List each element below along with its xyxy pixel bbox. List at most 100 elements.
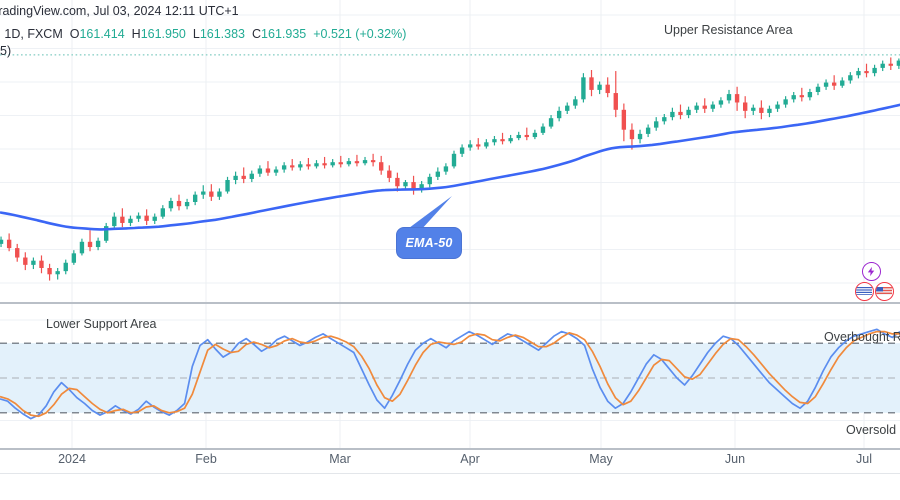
candle-body (39, 260, 44, 268)
candle-body (670, 111, 675, 118)
candle-body (192, 194, 198, 202)
candle-body (435, 171, 441, 177)
candle-body (403, 182, 408, 187)
x-axis-tick-label: Mar (329, 452, 351, 466)
candle-body (686, 109, 691, 116)
x-axis-tick-label: May (589, 452, 613, 466)
ema-50-callout[interactable]: EMA-50 (396, 227, 462, 259)
candle-body (459, 147, 465, 154)
candle-body (516, 134, 521, 139)
candle-body (63, 262, 68, 272)
candle-body (767, 108, 772, 113)
candle-body (225, 180, 230, 192)
candle-body (346, 161, 352, 165)
candle-body (540, 126, 546, 133)
candle-body (848, 75, 853, 81)
candle-body (831, 82, 837, 86)
pane-separator-oscillator (0, 448, 900, 450)
x-axis-tick-label: Jun (724, 452, 746, 466)
candle-body (548, 118, 554, 127)
candle-body (654, 121, 659, 128)
candle-body (217, 191, 222, 197)
candle-body (807, 92, 813, 98)
ema-50-callout-label: EMA-50 (405, 236, 453, 250)
candle-body (370, 160, 376, 163)
candle-body (427, 176, 432, 185)
candle-body (6, 239, 12, 249)
annotation-upper-resistance[interactable]: Upper Resistance Area (664, 23, 793, 37)
candle-body (338, 162, 343, 165)
candle-body (71, 253, 77, 263)
candle-body (395, 177, 400, 187)
economic-event-marker[interactable] (862, 262, 881, 281)
candle-body (387, 170, 392, 178)
candle-body (104, 226, 109, 241)
candle-body (775, 104, 780, 109)
candle-body (492, 139, 497, 143)
ema-50-line (0, 103, 900, 231)
candle-body (565, 105, 570, 111)
x-axis-tick-label: Feb (195, 452, 217, 466)
axis-bottom-divider (0, 473, 900, 474)
candle-body (815, 86, 821, 92)
candle-body (273, 169, 279, 173)
candle-body (176, 200, 182, 207)
annotation-oversold[interactable]: Oversold (846, 423, 897, 437)
candle-body (241, 175, 246, 179)
candle-body (726, 94, 732, 101)
candle-body (443, 166, 449, 172)
candle-body (702, 105, 707, 109)
stochastic-d-line (0, 330, 900, 418)
country-flag-icon (855, 282, 874, 301)
candle-body (411, 182, 416, 189)
candle-body (233, 175, 238, 180)
candle-body (87, 241, 93, 248)
candle-body (613, 93, 618, 110)
candle-body (451, 153, 457, 167)
candle-body (55, 271, 60, 275)
candle-body (306, 164, 311, 167)
candle-body (799, 95, 804, 98)
candle-body (556, 110, 562, 119)
candle-body (184, 202, 190, 207)
candle-body (290, 165, 295, 168)
candle-body (573, 99, 578, 106)
candle-body (0, 239, 4, 244)
candle-body (856, 71, 861, 76)
annotation-overbought[interactable]: Overbought R (824, 330, 900, 344)
candle-body (467, 144, 473, 148)
candle-body (136, 215, 141, 219)
candle-body (888, 63, 893, 66)
candle-body (823, 82, 829, 87)
candle-body (209, 191, 214, 197)
candle-body (168, 200, 174, 209)
economic-calendar-markers[interactable] (855, 282, 894, 301)
candle-body (629, 129, 635, 140)
candle-body (645, 127, 651, 134)
candle-body (718, 100, 724, 105)
candle-body (637, 133, 643, 140)
candle-body (694, 105, 699, 110)
candle-body (872, 67, 877, 74)
candle-body (95, 240, 101, 248)
candle-body (362, 160, 368, 164)
x-axis: 2024 Feb Mar Apr May Jun Jul (0, 452, 900, 472)
candle-body (500, 139, 505, 142)
candle-body (743, 102, 748, 111)
candle-body (605, 84, 610, 94)
candle-body (581, 77, 586, 100)
candle-body (864, 71, 869, 74)
candle-body (79, 241, 85, 254)
candle-body (281, 165, 287, 170)
candle-body (144, 215, 149, 221)
candle-body (532, 132, 538, 138)
annotation-lower-support[interactable]: Lower Support Area (46, 317, 157, 331)
oscillator-band (0, 342, 900, 414)
candle-body (880, 63, 885, 68)
candle-body (330, 162, 335, 166)
candle-body (201, 191, 206, 195)
candle-body (31, 260, 36, 265)
lightning-bolt-icon (862, 262, 881, 281)
candlestick-series (0, 57, 900, 281)
